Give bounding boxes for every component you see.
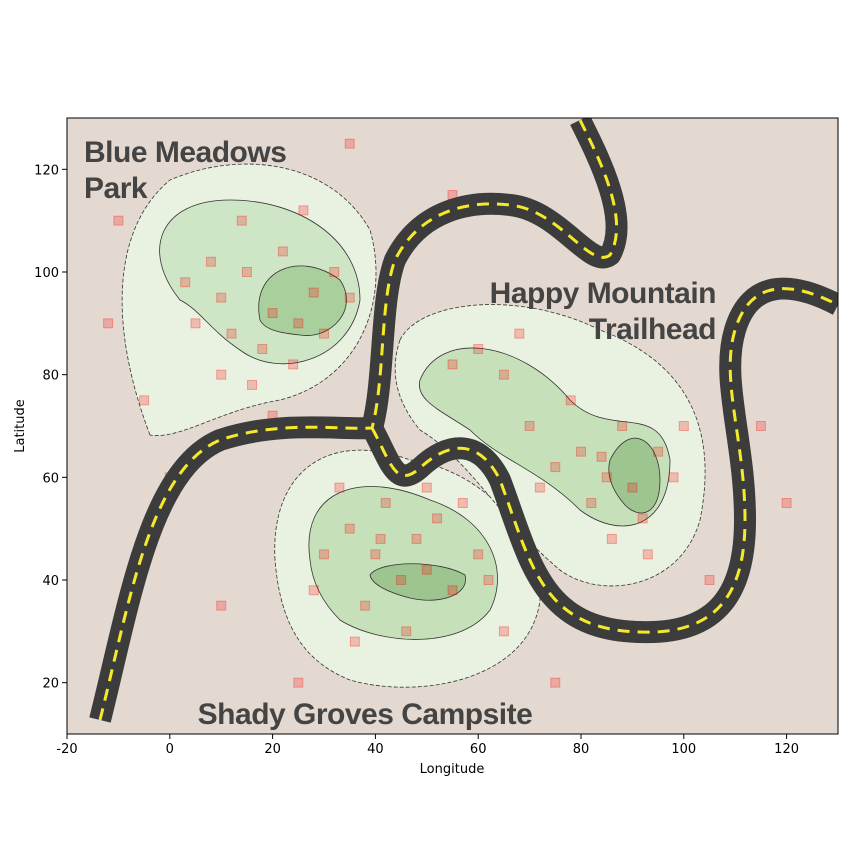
scatter-point [637,513,648,524]
scatter-point [103,318,114,329]
x-tick-label: 40 [367,742,384,757]
density-contours [121,163,706,688]
annotation: Blue Meadows Park [84,136,286,205]
y-tick-label: 100 [34,266,59,281]
x-tick-label: 100 [671,742,696,757]
scatter-point [524,421,535,431]
scatter-point [606,533,617,544]
scatter-point [216,369,227,380]
scatter-point [457,498,468,508]
scatter-point [411,533,422,544]
scatter-point [396,575,407,585]
scatter-point [216,292,227,303]
scatter-point [617,421,628,431]
scatter-point [216,600,227,611]
scatter-point [534,482,545,493]
scatter-point [375,533,386,544]
scatter-point [370,549,381,560]
scatter-point [113,215,124,226]
scatter-point [550,462,561,473]
plot-frame [66,117,839,735]
scatter-point [205,256,216,267]
scatter-point [293,318,304,329]
scatter-point [447,359,458,370]
scatter-point [344,138,355,149]
scatter-point [596,451,607,462]
scatter-point [277,246,288,257]
y-tick-label: 80 [42,369,59,384]
scatter-point [257,344,268,354]
scatter-point [498,369,509,380]
scatter-point [678,421,689,431]
scatter-point [401,626,412,637]
scatter-point [586,498,597,508]
scatter-point [755,421,766,431]
scatter-point [180,277,191,288]
scatter-point [334,482,345,493]
scatter-point [514,328,525,339]
scatter-point [288,359,299,370]
scatter-point [308,585,319,596]
scatter-point [653,446,664,457]
y-tick-label: 20 [42,677,59,692]
annotation-line: Happy Mountain [490,277,716,310]
scatter-point [319,328,329,339]
y-axis-label: Latitude [13,399,28,453]
scatter-point [642,549,653,560]
scatter-point [308,287,319,298]
x-axis-label: Longitude [420,762,485,777]
scatter-point [226,328,237,339]
y-tick-label: 120 [34,163,59,178]
scatter-point [668,472,679,483]
road [89,118,838,723]
scatter-point [241,267,252,277]
y-tick-label: 40 [42,574,59,589]
annotation-line: Park [84,172,148,205]
scatter-point [349,636,360,647]
scatter-point [380,498,391,508]
scatter-point [344,523,355,534]
scatter-point [421,482,432,493]
scatter-point [344,292,355,303]
scatter-point [236,215,247,226]
scatter-point [247,379,258,390]
x-tick-label: 120 [774,742,799,757]
scatter-point [190,318,201,329]
scatter-point [267,308,278,319]
scatter-point [704,575,715,585]
annotation-line: Blue Meadows [84,136,286,169]
annotation: Happy Mountain Trailhead [490,277,716,346]
annotation-line: Trailhead [589,313,716,346]
x-tick-label: -20 [56,742,77,757]
scatter-point [329,267,340,277]
y-tick-label: 60 [42,471,59,486]
scatter-point [298,205,309,216]
scatter-point [473,344,484,354]
scatter-point [576,446,586,457]
annotation: Shady Groves Campsite [198,698,533,731]
scatter-point [601,472,612,483]
scatter-point [447,585,458,596]
scatter-point [293,677,304,688]
scatter-point [360,600,371,611]
scatter-point [498,626,509,637]
scatter-point [319,549,329,560]
scatter-point [421,564,432,575]
x-tick-label: 0 [166,742,174,757]
scatter-point [473,549,484,560]
annotation-line: Shady Groves Campsite [198,698,533,731]
x-tick-label: 20 [264,742,281,757]
scatter-point [139,395,150,406]
scatter-point [627,482,638,493]
x-tick-label: 80 [573,742,590,757]
scatter-point [483,575,494,585]
scatter-point [550,677,561,688]
scatter-point [432,513,443,524]
scatter-point [565,395,576,406]
x-tick-label: 60 [470,742,487,757]
scatter-point [781,498,792,508]
